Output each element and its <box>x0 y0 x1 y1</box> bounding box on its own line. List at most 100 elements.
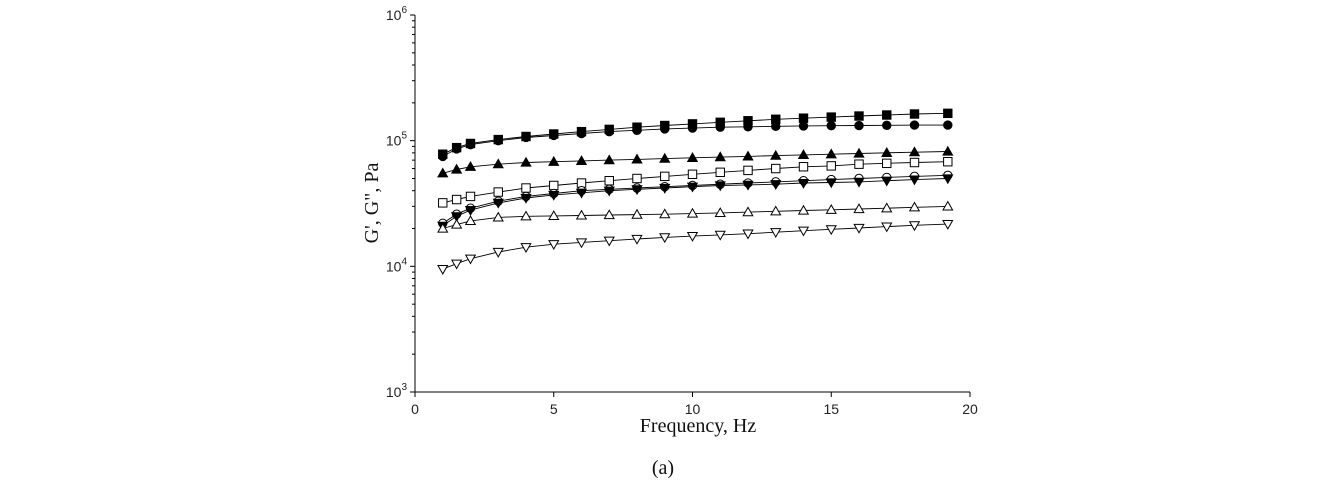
series-1 <box>439 109 952 158</box>
data-point <box>661 125 669 133</box>
y-tick-exponent: 6 <box>401 5 407 16</box>
data-point <box>743 152 753 160</box>
data-point <box>799 163 807 171</box>
x-tick-label: 20 <box>962 401 978 417</box>
data-point <box>910 121 918 129</box>
data-point <box>577 129 585 137</box>
data-point <box>827 122 835 130</box>
data-point <box>439 199 447 207</box>
data-point <box>943 175 953 183</box>
y-tick-exponent: 5 <box>401 131 407 142</box>
data-point <box>452 195 460 203</box>
data-point <box>882 203 892 211</box>
data-point <box>799 150 809 158</box>
data-point <box>715 152 725 160</box>
data-point <box>743 207 753 215</box>
data-point <box>715 208 725 216</box>
data-point <box>882 148 892 156</box>
data-point <box>604 155 614 163</box>
data-point <box>910 202 920 210</box>
data-point <box>826 149 836 157</box>
y-tick-label: 105 <box>386 131 408 149</box>
data-point <box>688 124 696 132</box>
data-point <box>438 266 448 274</box>
data-point <box>826 226 836 234</box>
series-layer <box>438 109 953 274</box>
data-point <box>466 192 474 200</box>
y-tick-base: 10 <box>386 384 402 400</box>
data-point <box>716 123 724 131</box>
series-2 <box>439 121 952 161</box>
data-point <box>910 176 920 184</box>
data-point <box>883 111 891 119</box>
series-8 <box>438 220 953 273</box>
data-point <box>452 260 462 268</box>
data-point <box>910 158 918 166</box>
data-point <box>944 109 952 117</box>
y-tick-label: 104 <box>386 256 408 274</box>
data-point <box>883 121 891 129</box>
data-point <box>549 157 559 165</box>
data-point <box>632 155 642 163</box>
data-point <box>771 207 781 215</box>
data-point <box>827 113 835 121</box>
data-point <box>910 222 920 230</box>
data-point <box>550 181 558 189</box>
data-point <box>605 127 613 135</box>
data-point <box>633 174 641 182</box>
data-point <box>771 151 781 159</box>
data-point <box>882 223 892 231</box>
data-point <box>883 159 891 167</box>
data-point <box>855 160 863 168</box>
data-point <box>910 110 918 118</box>
data-point <box>716 168 724 176</box>
data-point <box>521 212 531 220</box>
data-point <box>688 209 698 217</box>
data-point <box>688 153 698 161</box>
plot-area: 0 5 10 15 20 103 104 105 106 <box>386 5 978 417</box>
data-point <box>943 147 953 155</box>
data-point <box>744 166 752 174</box>
data-point <box>577 211 587 219</box>
data-point <box>855 121 863 129</box>
data-point <box>661 172 669 180</box>
figure-caption: (a) <box>652 457 674 479</box>
data-point <box>521 158 531 166</box>
data-point <box>944 158 952 166</box>
data-point <box>632 210 642 218</box>
data-point <box>882 177 892 185</box>
data-point <box>744 123 752 131</box>
y-axis-title: G', G", Pa <box>361 163 383 244</box>
data-point <box>772 164 780 172</box>
data-point <box>688 170 696 178</box>
data-point <box>550 131 558 139</box>
data-point <box>522 184 530 192</box>
data-point <box>943 202 953 210</box>
data-point <box>827 162 835 170</box>
series-line <box>443 224 948 269</box>
y-tick-exponent: 4 <box>401 256 407 267</box>
x-tick-label: 0 <box>411 401 419 417</box>
data-point <box>826 179 836 187</box>
data-point <box>633 126 641 134</box>
data-point <box>605 177 613 185</box>
x-tick-label: 5 <box>550 401 558 417</box>
data-point <box>854 149 864 157</box>
y-tick-exponent: 3 <box>401 382 407 393</box>
series-6 <box>438 175 953 231</box>
data-point <box>466 140 474 148</box>
data-point <box>522 133 530 141</box>
data-point <box>466 255 476 263</box>
data-point <box>854 178 864 186</box>
data-point <box>826 205 836 213</box>
data-point <box>854 204 864 212</box>
x-tick-label: 15 <box>823 401 839 417</box>
data-point <box>910 147 920 155</box>
y-tick-label: 106 <box>386 5 408 23</box>
series-5 <box>439 171 952 227</box>
data-point <box>855 112 863 120</box>
data-point <box>799 114 807 122</box>
y-tick-label: 103 <box>386 382 408 400</box>
